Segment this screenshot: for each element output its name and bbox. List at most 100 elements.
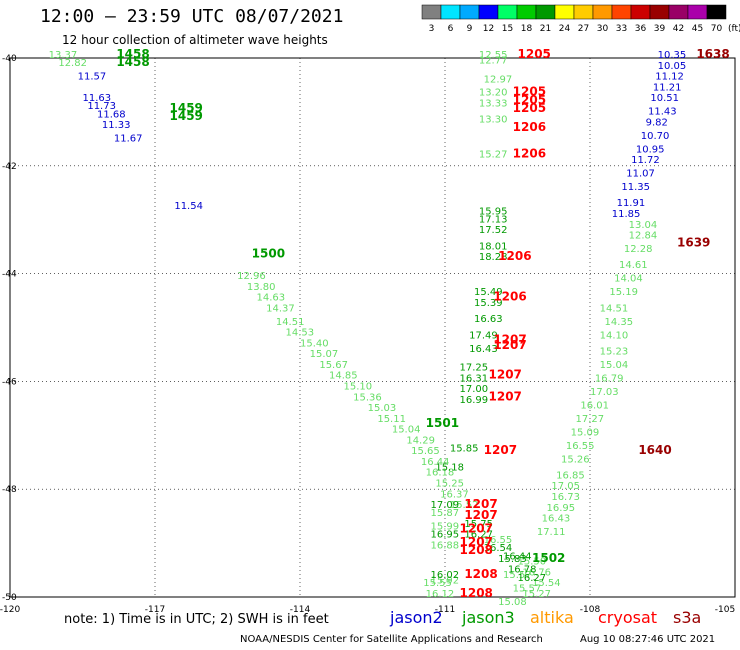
data-point-label: 1207 — [460, 521, 493, 535]
legend-color-cell — [478, 4, 499, 20]
data-point-label: 15.23 — [600, 346, 629, 357]
data-point-label: 14.35 — [605, 317, 634, 328]
data-point-label: 16.02 — [431, 570, 460, 581]
data-point-label: 11.07 — [626, 169, 655, 180]
axis-ticks: -120 -117 -114 -111 -108 -105 -40 -42 -44 -46 -48 -… — [0, 54, 735, 615]
legend-tick-label: 24 — [559, 24, 571, 34]
data-point-label: 12.82 — [58, 58, 87, 69]
data-point-label: 14.37 — [266, 303, 295, 314]
x-tick-label: -111 — [435, 605, 455, 615]
data-point-label: 16.44 — [503, 551, 532, 562]
data-point-label: 15.19 — [609, 287, 638, 298]
data-point-label: 10.95 — [636, 144, 665, 155]
data-point-label: 15.08 — [498, 597, 527, 608]
data-point-label: 16.01 — [580, 400, 609, 411]
data-point-label: 16.27 — [464, 530, 493, 541]
y-tick-label: -48 — [2, 485, 17, 495]
satellite-cryosat: cryosat — [598, 608, 658, 627]
x-tick-label: -108 — [580, 605, 601, 615]
legend-color-cell — [592, 4, 613, 20]
data-point-label: 10.35 — [658, 50, 687, 61]
data-point-label: 15.65 — [411, 446, 440, 457]
data-point-label: 16.44 — [421, 457, 450, 468]
data-point-label: 11.91 — [617, 198, 646, 209]
satellite-altika: altika — [530, 608, 574, 627]
data-point-label: 1208 — [464, 567, 497, 581]
legend-color-cell — [611, 4, 632, 20]
data-point-label: 12.77 — [479, 55, 508, 66]
data-point-label: 15.03 — [368, 403, 397, 414]
data-point-label: 17.11 — [537, 527, 566, 538]
data-point-label: 12.55 — [479, 50, 508, 61]
data-point-label: 15.10 — [344, 381, 373, 392]
legend-color-cell — [421, 4, 442, 20]
data-point-label: 15.09 — [571, 427, 600, 438]
data-point-label: 14.53 — [286, 328, 315, 339]
legend-tick-label: 27 — [578, 24, 589, 34]
legend-tick-label: 33 — [616, 24, 627, 34]
data-point-label: 11.73 — [87, 101, 116, 112]
data-point-label: 17.13 — [479, 214, 508, 225]
legend-tick-label: 45 — [692, 24, 703, 34]
data-point-label: 11.57 — [78, 72, 107, 83]
data-point-label: 15.54 — [532, 578, 561, 589]
data-point-label: 15.49 — [474, 287, 503, 298]
data-point-label: 16.37 — [440, 489, 469, 500]
chart-subtitle: 12 hour collection of altimeter wave hei… — [62, 33, 328, 47]
data-point-label: 16.73 — [551, 492, 580, 503]
data-point-label: 11.35 — [621, 182, 650, 193]
data-point-label: 11.54 — [174, 201, 203, 212]
legend-color-cell — [630, 4, 651, 20]
legend-tick-label: 18 — [521, 24, 533, 34]
data-point-label: 1500 — [252, 246, 285, 260]
data-point-label: 15.75 — [464, 519, 493, 530]
data-point-label: 15.04 — [392, 425, 421, 436]
legend-tick-label: 21 — [540, 24, 551, 34]
data-point-label: 15.26 — [561, 454, 590, 465]
data-point-label: 15.40 — [300, 338, 329, 349]
data-point-label: 11.12 — [655, 72, 684, 83]
data-point-label: 1207 — [489, 389, 522, 403]
data-point-label: 1207 — [493, 333, 526, 347]
data-point-label: 1206 — [513, 147, 546, 161]
data-point-label: 1458 — [116, 55, 149, 69]
legend-color-cell — [706, 4, 727, 20]
legend-tick-label: 3 — [429, 24, 435, 34]
data-point-label: 1207 — [489, 368, 522, 382]
data-point-label: 15.04 — [600, 360, 629, 371]
data-point-label: 16.95 — [547, 503, 576, 514]
legend-tick-label: 15 — [502, 24, 513, 34]
data-point-label: 1640 — [638, 443, 671, 457]
data-point-label: 17.27 — [576, 414, 605, 425]
data-point-label: 1207 — [484, 443, 517, 457]
data-point-label: 11.85 — [612, 209, 641, 220]
data-point-label: 17.03 — [590, 387, 619, 398]
data-point-label: 16.43 — [542, 514, 571, 525]
data-point-label: 17.25 — [460, 363, 489, 374]
data-point-label: 12.96 — [237, 271, 266, 282]
data-point-label: 14.29 — [406, 435, 435, 446]
data-point-label: 10.05 — [658, 61, 687, 72]
data-point-label: 16.85 — [556, 470, 585, 481]
data-point-label: 17.00 — [460, 384, 489, 395]
data-point-label: 13.30 — [479, 115, 508, 126]
plot-frame — [9, 57, 736, 598]
legend-color-cell — [516, 4, 537, 20]
data-point-label: 12.84 — [629, 231, 658, 242]
x-tick-label: -114 — [290, 605, 311, 615]
satellite-s3a: s3a — [673, 608, 702, 627]
data-point-label: 11.43 — [648, 107, 677, 118]
data-point-label: 15.57 — [503, 570, 532, 581]
y-tick-label: -42 — [2, 162, 17, 172]
data-point-label: 15.52 — [450, 500, 479, 511]
data-point-label: 9.82 — [646, 117, 668, 128]
data-point-label: 17.52 — [479, 225, 508, 236]
data-point-label: 14.51 — [276, 317, 305, 328]
data-point-label: 16.88 — [431, 540, 460, 551]
data-point-label: 15.92 — [431, 576, 460, 587]
plot-grid — [9, 57, 736, 598]
data-point-label: 1205 — [513, 101, 546, 115]
data-point-label: 16.63 — [474, 314, 503, 325]
data-point-label: 16.43 — [469, 344, 498, 355]
